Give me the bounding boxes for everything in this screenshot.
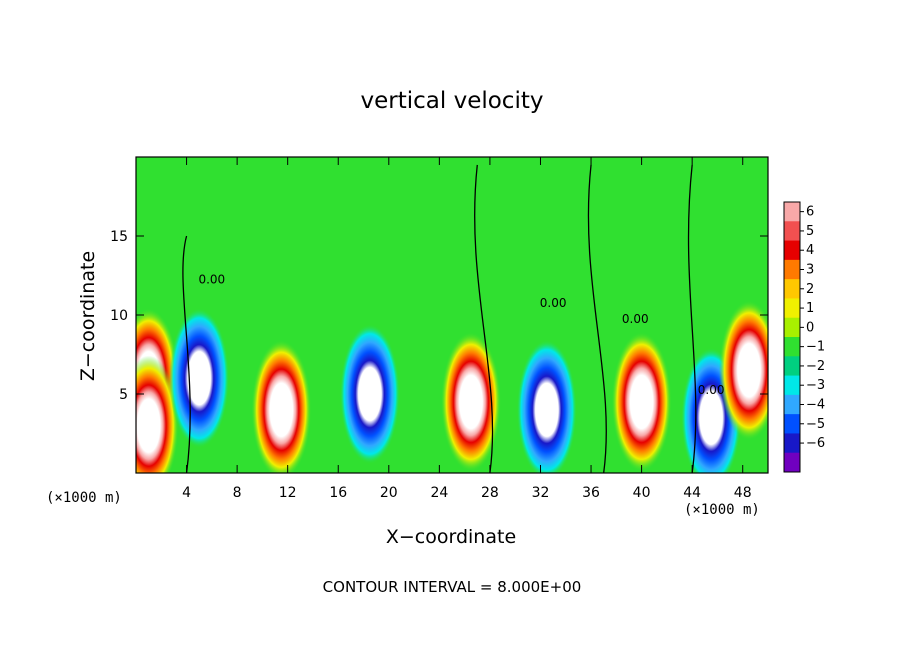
colorbar-swatch-6 <box>784 317 800 338</box>
colorbar-swatch-5 <box>784 298 800 319</box>
colorbar-swatch-12 <box>784 433 800 454</box>
colorbar-label-1: 5 <box>806 224 814 239</box>
colorbar-frame <box>783 201 801 473</box>
colorbar-swatch-1 <box>784 221 800 242</box>
zero-contour-1 <box>474 164 494 473</box>
updraft-cell-5 <box>440 331 501 472</box>
downdraft-cell-2 <box>169 308 230 449</box>
x-tick-label-3: 16 <box>329 485 347 501</box>
x-unit-label-left: (×1000 m) <box>46 490 122 506</box>
colorbar-swatch-0 <box>784 202 800 222</box>
x-axis-label: X−coordinate <box>385 526 517 548</box>
colorbar-label-3: 3 <box>806 263 814 278</box>
colorbar-label-11: −5 <box>806 417 825 432</box>
x-tick-label-2: 12 <box>279 485 297 501</box>
contour-interval-note: CONTOUR INTERVAL = 8.000E+00 <box>322 578 582 596</box>
contour-label-1: 0.00 <box>540 296 567 310</box>
y-tick-label-0: 5 <box>119 387 128 403</box>
colorbar-label-0: 6 <box>806 205 814 220</box>
downdraft-cell-4 <box>339 324 400 464</box>
colorbar-label-2: 4 <box>806 243 814 258</box>
x-tick-label-1: 8 <box>233 485 242 501</box>
colorbar-label-5: 1 <box>806 301 814 316</box>
x-tick-label-0: 4 <box>182 485 191 501</box>
colorbar-label-10: −4 <box>806 398 825 413</box>
colorbar-label-7: −1 <box>806 340 825 355</box>
zero-contour-2 <box>587 164 607 473</box>
colorbar-label-6: 0 <box>806 320 814 335</box>
x-tick-label-6: 28 <box>481 485 499 501</box>
colorbar-swatch-2 <box>784 240 800 261</box>
colorbar-swatch-8 <box>784 356 800 377</box>
x-tick-label-4: 20 <box>380 485 398 501</box>
colorbar-label-12: −6 <box>806 436 825 451</box>
colorbar-swatch-10 <box>784 394 800 415</box>
colorbar-label-9: −3 <box>806 378 825 393</box>
downdraft-cell-6 <box>516 339 577 473</box>
colorbar-label-8: −2 <box>806 359 825 374</box>
updraft-cell-7 <box>611 331 672 472</box>
updraft-cell-9 <box>719 300 768 441</box>
zero-contour-0 <box>182 235 191 473</box>
x-tick-label-7: 32 <box>532 485 550 501</box>
colorbar-swatch-11 <box>784 414 800 434</box>
y-tick-label-1: 10 <box>110 308 128 324</box>
x-unit-label-right: (×1000 m) <box>684 502 760 518</box>
colorbar-swatch-9 <box>784 375 800 396</box>
x-tick-label-8: 36 <box>582 485 600 501</box>
colorbar-swatch-7 <box>784 337 800 357</box>
updraft-cell-3 <box>251 339 312 473</box>
colorbar-swatch-4 <box>784 279 800 299</box>
contour-label-2: 0.00 <box>622 312 649 326</box>
zero-contour-3 <box>687 164 697 473</box>
colorbar-swatch-3 <box>784 259 800 280</box>
x-tick-label-9: 40 <box>633 485 651 501</box>
contour-label-3: 0.00 <box>698 383 725 397</box>
chart-title: vertical velocity <box>360 88 544 114</box>
colorbar-label-4: 2 <box>806 282 814 297</box>
contour-label-0: 0.00 <box>198 272 225 286</box>
colorbar-swatch-13 <box>784 452 800 473</box>
x-tick-label-5: 24 <box>430 485 448 501</box>
y-tick-label-2: 15 <box>110 229 128 245</box>
updraft-cell-1 <box>136 355 179 473</box>
x-tick-label-11: 48 <box>734 485 752 501</box>
x-tick-label-10: 44 <box>683 485 701 501</box>
